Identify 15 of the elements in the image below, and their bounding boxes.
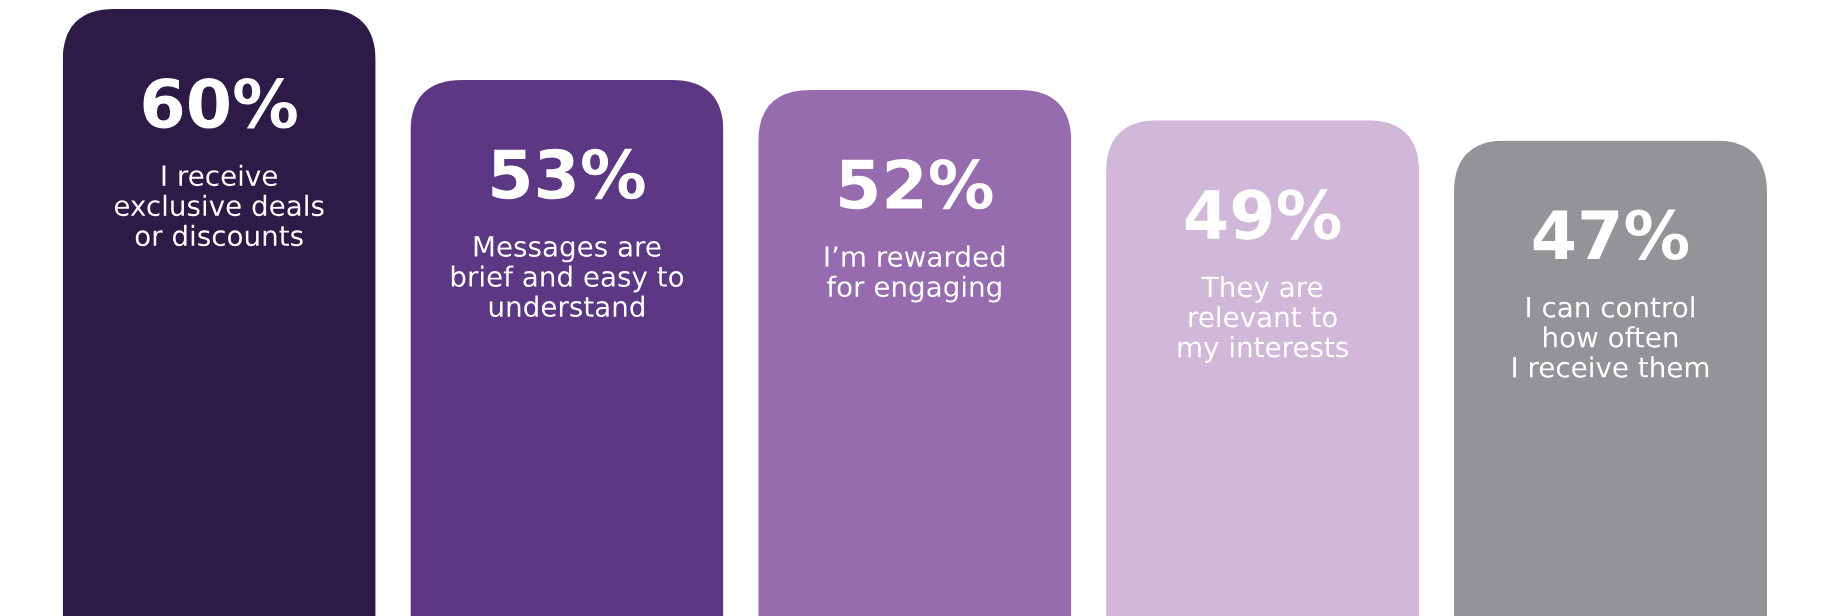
bar bbox=[758, 90, 1072, 616]
data-label: 60% bbox=[143, 78, 297, 129]
x-tick-label: They are relevant to my interests bbox=[1178, 275, 1348, 363]
data-label: 53% bbox=[492, 148, 645, 200]
x-tick-label: I can control how often I receive them bbox=[1513, 296, 1709, 378]
bar bbox=[62, 9, 376, 616]
x-tick-label: Messages are brief and easy to understand bbox=[451, 236, 684, 318]
x-tick-label: I receive exclusive deals or discounts bbox=[114, 164, 324, 247]
bar bbox=[1453, 140, 1767, 616]
bar bbox=[1106, 120, 1420, 616]
data-label: 52% bbox=[840, 158, 993, 210]
bar bbox=[410, 79, 724, 616]
data-label: 49% bbox=[1185, 189, 1341, 240]
data-label: 47% bbox=[1533, 209, 1689, 260]
x-tick-label: I’m rewarded for engaging bbox=[825, 245, 1005, 303]
